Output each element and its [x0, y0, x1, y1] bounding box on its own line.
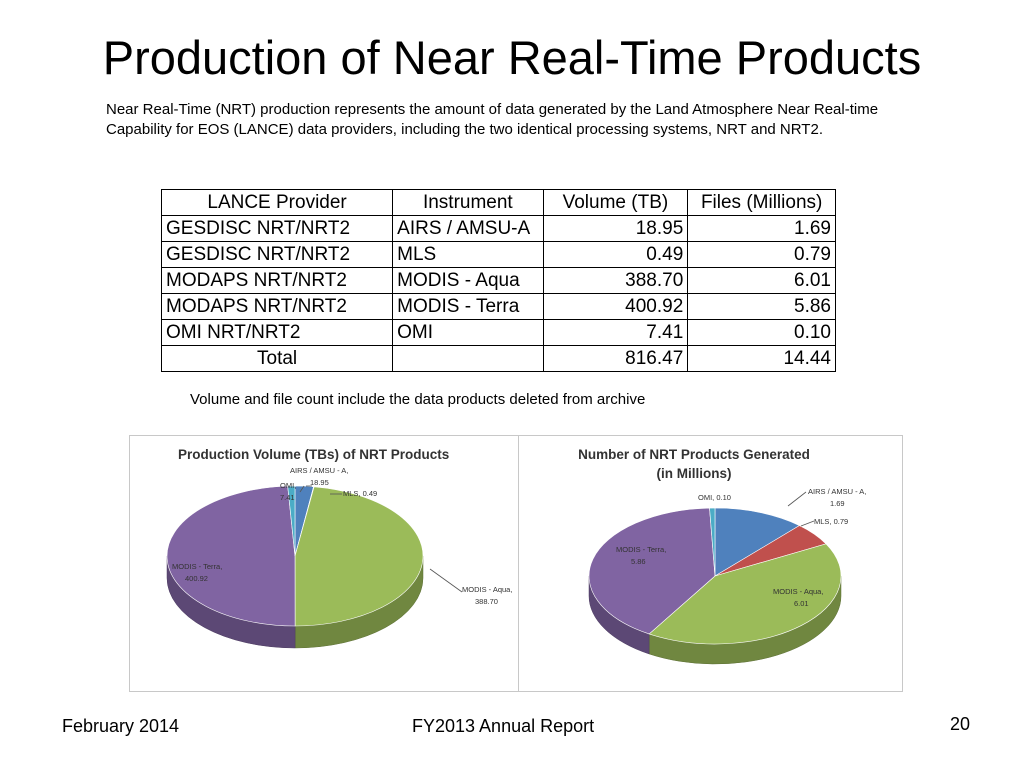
slide-title: Production of Near Real-Time Products [102, 31, 922, 84]
table-row: GESDISC NRT/NRT2 MLS 0.49 0.79 [160, 241, 836, 268]
table-row: MODAPS NRT/NRT2 MODIS - Terra 400.92 5.8… [160, 293, 836, 320]
cell-provider: MODAPS NRT/NRT2 [160, 293, 394, 320]
slice-label-airs: AIRS / AMSU - A, [290, 466, 348, 475]
cell-provider: GESDISC NRT/NRT2 [160, 215, 394, 242]
slice-label-aqua: 6.01 [794, 599, 809, 608]
cell-files: 6.01 [687, 267, 836, 294]
table-footnote: Volume and file count include the data p… [190, 391, 646, 408]
cell-instrument: MODIS - Terra [392, 293, 544, 320]
footer-page-number: 20 [950, 714, 971, 734]
pie-slice-airs-amsu-a [714, 507, 801, 577]
table-total-row: Total 816.47 14.44 [160, 345, 836, 372]
cell-files: 1.69 [687, 215, 836, 242]
cell-instrument: MODIS - Aqua [392, 267, 544, 294]
cell-instrument: MLS [392, 241, 544, 268]
chart-title: Production Volume (TBs) of NRT Products [178, 447, 449, 462]
slice-label-aqua: MODIS - Aqua, [462, 585, 512, 594]
slice-label-airs: AIRS / AMSU - A, [808, 487, 866, 496]
pie-slice-modis-aqua [648, 543, 842, 645]
charts-panel: Production Volume (TBs) of NRT Products A… [129, 435, 903, 692]
slice-label-omi: 7.41 [280, 493, 295, 502]
cell-total-volume: 816.47 [542, 345, 689, 372]
cell-volume: 388.70 [542, 267, 689, 294]
slice-label-terra: 400.92 [185, 574, 208, 583]
footer-report-name: FY2013 Annual Report [412, 716, 595, 736]
cell-volume: 400.92 [542, 293, 689, 320]
pie-slice-modis-aqua [294, 486, 424, 627]
cell-total-files: 14.44 [687, 345, 836, 372]
cell-files: 5.86 [687, 293, 836, 320]
pie-data-labels: AIRS / AMSU - A, 18.95 MLS, 0.49 MODIS - Aq… [172, 466, 512, 606]
chart-title: Number of NRT Products Generated [578, 447, 810, 462]
cell-volume: 18.95 [542, 215, 689, 242]
cell-volume: 7.41 [542, 319, 689, 346]
slice-label-aqua: 388.70 [475, 597, 498, 606]
pie-slice-omi [709, 507, 716, 577]
table-row: MODAPS NRT/NRT2 MODIS - Aqua 388.70 6.01 [160, 267, 836, 294]
cell-instrument: AIRS / AMSU-A [392, 215, 544, 242]
header-instrument: Instrument [392, 189, 544, 216]
slice-label-aqua: MODIS - Aqua, [773, 587, 823, 596]
chart-title: (in Millions) [657, 466, 732, 481]
intro-paragraph: Near Real-Time (NRT) production represen… [106, 101, 879, 138]
label-leader-line [429, 568, 463, 593]
pie-slice-modis-terra [166, 485, 296, 627]
cell-total-label: Total [160, 345, 394, 372]
chart-divider [518, 436, 519, 691]
label-leader-line [800, 520, 815, 527]
slice-label-terra: 5.86 [631, 557, 646, 566]
slice-label-omi: OMI, [280, 481, 296, 490]
volume-pie-chart: Production Volume (TBs) of NRT Products A… [166, 447, 512, 649]
table-header-row: LANCE Provider Instrument Volume (TB) Fi… [160, 189, 836, 216]
slice-label-omi: OMI, 0.10 [698, 493, 731, 502]
label-leader-line [299, 485, 305, 493]
header-provider: LANCE Provider [160, 189, 394, 216]
slice-label-mls: MLS, 0.49 [343, 489, 377, 498]
cell-provider: MODAPS NRT/NRT2 [160, 267, 394, 294]
cell-files: 0.10 [687, 319, 836, 346]
pie-data-labels: AIRS / AMSU - A, 1.69 MLS, 0.79 MODIS - Aqu… [616, 487, 866, 608]
slice-label-terra: MODIS - Terra, [172, 562, 222, 571]
table-row: GESDISC NRT/NRT2 AIRS / AMSU-A 18.95 1.6… [160, 215, 836, 242]
table-row: OMI NRT/NRT2 OMI 7.41 0.10 [160, 319, 836, 346]
slice-label-airs: 1.69 [830, 499, 845, 508]
files-pie-chart: Number of NRT Products Generated (in Mill… [578, 447, 866, 665]
cell-provider: OMI NRT/NRT2 [160, 319, 394, 346]
cell-instrument: OMI [392, 319, 544, 346]
cell-files: 0.79 [687, 241, 836, 268]
header-volume: Volume (TB) [542, 189, 689, 216]
cell-volume: 0.49 [542, 241, 689, 268]
slice-label-terra: MODIS - Terra, [616, 545, 666, 554]
slice-label-mls: MLS, 0.79 [814, 517, 848, 526]
header-files: Files (Millions) [687, 189, 836, 216]
cell-total-instrument [392, 345, 544, 372]
slice-label-airs: 18.95 [310, 478, 329, 487]
pie-slices [588, 507, 842, 645]
label-leader-line [787, 491, 807, 507]
cell-provider: GESDISC NRT/NRT2 [160, 241, 394, 268]
footer-date: February 2014 [62, 716, 180, 736]
lance-provider-table: LANCE Provider Instrument Volume (TB) Fi… [160, 189, 836, 372]
pie-slice-omi [287, 485, 296, 557]
pie-slices [166, 485, 424, 627]
pie-slice-modis-terra [588, 507, 716, 635]
